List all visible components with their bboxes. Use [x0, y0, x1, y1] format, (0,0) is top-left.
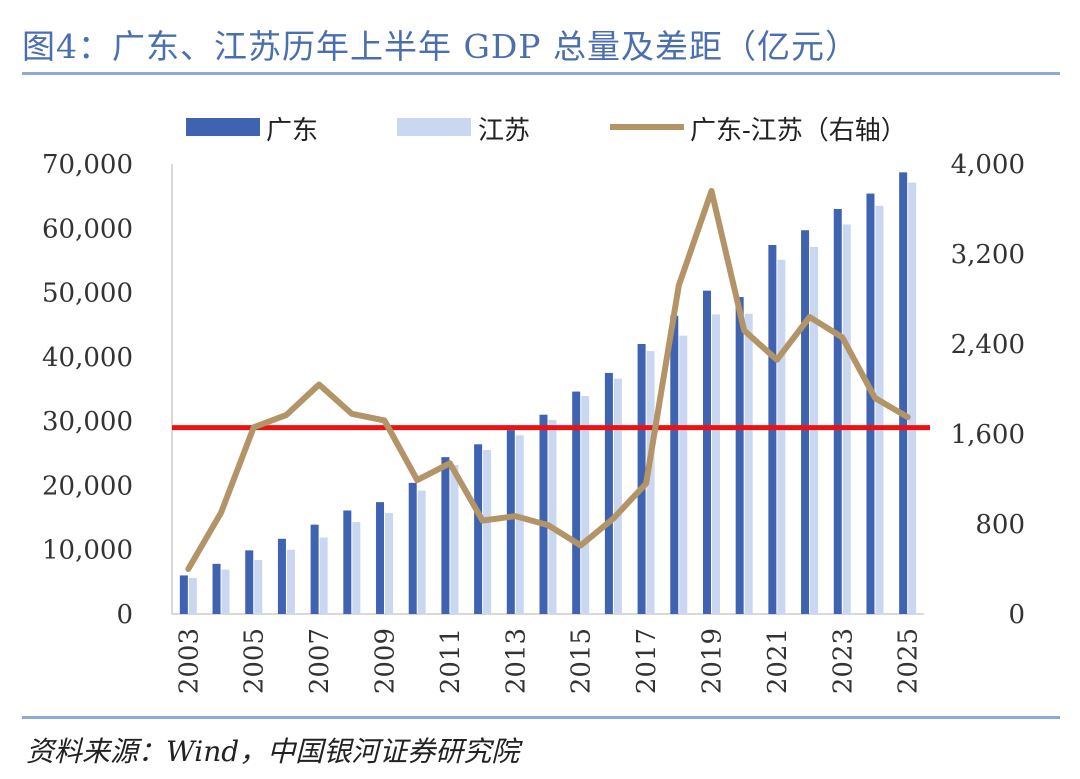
left-tick-4: 40,000	[42, 343, 133, 373]
bar-guangdong-2017	[637, 344, 646, 614]
title-rule	[22, 72, 1060, 75]
x-tick-2023: 2023	[828, 628, 858, 694]
bar-jiangsu-2020	[744, 313, 753, 614]
left-tick-0: 0	[116, 600, 133, 630]
bar-jiangsu-2014	[548, 419, 557, 614]
x-tick-2021: 2021	[763, 628, 793, 694]
bar-jiangsu-2003	[188, 578, 197, 614]
bar-jiangsu-2007	[319, 537, 328, 614]
x-axis-labels: 2003 2005 2007 2009 2011 2013 2015 2017 2019 2021…	[174, 628, 923, 694]
x-tick-2007: 2007	[305, 628, 335, 694]
legend: 广东 江苏 广东-江苏（右轴）	[186, 116, 907, 146]
bar-jiangsu-2009	[385, 513, 394, 614]
left-tick-1: 10,000	[42, 536, 133, 566]
bars	[179, 172, 917, 615]
bar-guangdong-2024	[866, 193, 875, 615]
right-tick-5: 4,000	[951, 150, 1025, 180]
chart-title: 图4：广东、江苏历年上半年 GDP 总量及差距（亿元）	[22, 27, 859, 66]
x-tick-2015: 2015	[567, 628, 597, 694]
bar-jiangsu-2006	[286, 549, 295, 614]
left-tick-3: 30,000	[42, 407, 133, 437]
right-tick-2: 1,600	[951, 420, 1025, 450]
legend-swatch-jiangsu	[397, 118, 471, 136]
bar-jiangsu-2012	[483, 450, 492, 614]
bar-jiangsu-2024	[875, 205, 884, 615]
x-tick-2009: 2009	[371, 628, 401, 694]
bar-guangdong-2018	[670, 315, 679, 614]
bar-guangdong-2010	[408, 482, 417, 614]
bar-jiangsu-2022	[810, 246, 819, 614]
right-tick-1: 800	[975, 510, 1025, 540]
right-tick-0: 0	[1008, 600, 1025, 630]
x-tick-2025: 2025	[894, 628, 924, 694]
bar-guangdong-2019	[702, 290, 711, 614]
bar-jiangsu-2005	[254, 560, 263, 614]
x-tick-2013: 2013	[501, 628, 531, 694]
bar-guangdong-2007	[310, 524, 319, 614]
bar-guangdong-2015	[572, 391, 581, 614]
bar-guangdong-2013	[506, 430, 515, 614]
x-tick-2011: 2011	[436, 628, 466, 694]
bar-guangdong-2003	[179, 575, 188, 614]
bar-jiangsu-2010	[417, 490, 426, 614]
bar-jiangsu-2013	[515, 435, 524, 614]
diff-line-group	[185, 188, 911, 572]
left-tick-5: 50,000	[42, 279, 133, 309]
left-tick-7: 70,000	[42, 150, 133, 180]
bar-jiangsu-2008	[352, 522, 361, 614]
bar-guangdong-2006	[277, 538, 286, 614]
x-tick-2019: 2019	[698, 628, 728, 694]
bar-guangdong-2004	[212, 563, 221, 614]
axes	[171, 164, 924, 615]
legend-label-jiangsu: 江苏	[478, 116, 530, 146]
legend-label-guangdong: 广东	[266, 116, 318, 146]
bar-jiangsu-2017	[646, 351, 655, 614]
left-tick-6: 60,000	[42, 214, 133, 244]
right-tick-4: 3,200	[951, 240, 1025, 270]
bar-guangdong-2008	[343, 510, 352, 614]
bar-jiangsu-2016	[613, 378, 622, 614]
bar-jiangsu-2018	[679, 335, 688, 614]
bar-jiangsu-2015	[581, 396, 590, 614]
x-tick-2017: 2017	[632, 628, 662, 694]
footer-rule	[22, 716, 1060, 719]
bar-guangdong-2005	[245, 550, 254, 614]
left-tick-2: 20,000	[42, 471, 133, 501]
bar-jiangsu-2021	[777, 259, 786, 614]
bar-jiangsu-2019	[711, 314, 720, 614]
legend-label-diff: 广东-江苏（右轴）	[690, 116, 907, 146]
bar-guangdong-2012	[474, 444, 483, 614]
bar-jiangsu-2011	[450, 464, 459, 614]
bar-guangdong-2014	[539, 414, 548, 614]
bar-guangdong-2022	[801, 230, 810, 614]
bar-guangdong-2011	[441, 457, 450, 614]
bar-jiangsu-2023	[842, 224, 851, 614]
bar-jiangsu-2025	[908, 182, 917, 614]
legend-swatch-guangdong	[186, 118, 260, 136]
x-tick-2005: 2005	[240, 628, 270, 694]
source-note: 资料来源：Wind，中国银河证券研究院	[26, 735, 520, 768]
bar-jiangsu-2004	[221, 569, 230, 614]
y-axis-labels: 0 10,000 20,000 30,000 40,000 50,000 60,000 70,…	[42, 150, 1025, 630]
bar-guangdong-2009	[376, 502, 385, 614]
bar-guangdong-2025	[899, 172, 908, 614]
bar-guangdong-2016	[604, 372, 613, 614]
right-tick-3: 2,400	[951, 330, 1025, 360]
bar-guangdong-2020	[735, 297, 744, 614]
diff-line	[185, 188, 911, 572]
bar-guangdong-2023	[833, 209, 842, 614]
x-tick-2003: 2003	[174, 628, 204, 694]
